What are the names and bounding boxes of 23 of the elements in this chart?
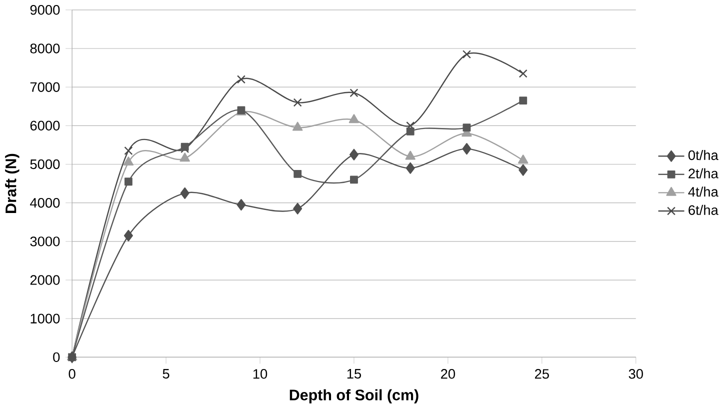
y-tick-label: 7000 — [30, 82, 60, 92]
legend-label: 0t/ha — [688, 150, 718, 160]
y-tick-label: 4000 — [30, 198, 60, 208]
x-axis-title: Depth of Soil (cm) — [290, 388, 418, 404]
x-tick-label: 30 — [628, 368, 643, 379]
y-tick-label: 0 — [53, 352, 60, 362]
x-tick-label: 15 — [347, 368, 362, 378]
y-tick-label: 9000 — [30, 4, 60, 15]
y-tick-label: 3000 — [30, 236, 60, 246]
x-tick-label: 20 — [441, 368, 456, 379]
y-axis-title: Draft (N) — [5, 154, 20, 213]
legend-label: 2t/ha — [688, 168, 718, 178]
y-tick-label: 8000 — [30, 43, 60, 54]
y-tick-label: 6000 — [30, 120, 60, 130]
x-tick-label: 0 — [68, 368, 76, 379]
y-tick-label: 5000 — [30, 159, 60, 169]
x-tick-label: 25 — [534, 368, 549, 379]
x-tick-label: 10 — [253, 368, 268, 379]
y-tick-label: 1000 — [30, 314, 60, 324]
x-tick-label: 5 — [162, 368, 170, 378]
legend-label: 6t/ha — [688, 204, 718, 215]
y-tick-label: 2000 — [30, 274, 60, 285]
legend-label: 4t/ha — [688, 186, 718, 196]
